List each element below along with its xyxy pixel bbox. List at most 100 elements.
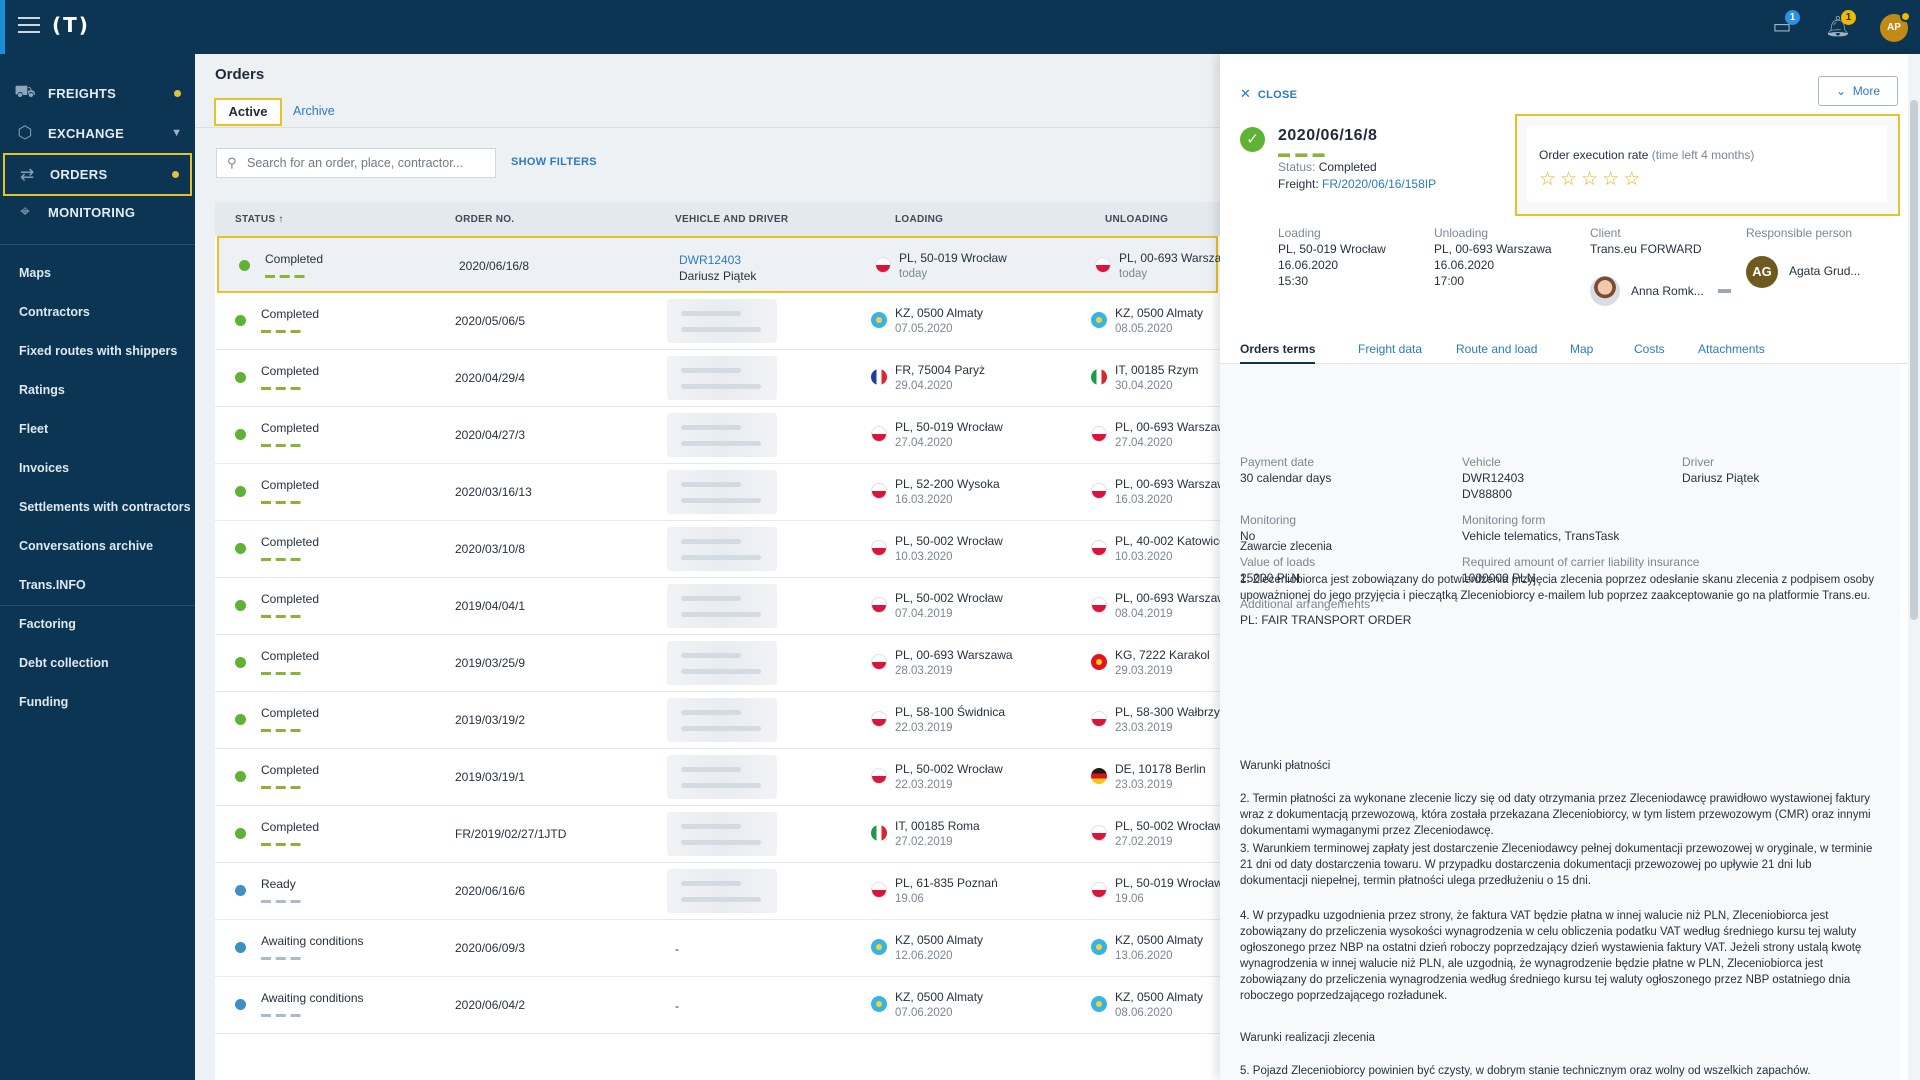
tab-freight-data[interactable]: Freight data [1358, 342, 1423, 356]
field-value: No [1240, 529, 1256, 543]
star-icon[interactable]: ☆ [1560, 169, 1582, 190]
status-text: Completed [261, 820, 320, 834]
star-icon[interactable]: ☆ [1539, 169, 1561, 190]
star-icon[interactable]: ☆ [1602, 169, 1624, 190]
nav-monitoring[interactable]: ⌖ MONITORING [0, 193, 195, 231]
sidebar-item-fleet[interactable]: Fleet [19, 422, 49, 436]
sidebar-item-debt-collection[interactable]: Debt collection [19, 656, 109, 670]
vehicle-empty: - [675, 942, 679, 956]
show-filters-button[interactable]: SHOW FILTERS [511, 156, 597, 168]
nav-orders[interactable]: ⇄ ORDERS [3, 153, 192, 196]
tab-route-and-load[interactable]: Route and load [1456, 342, 1538, 356]
table-row[interactable]: Awaiting conditions ▬ ▬ ▬ 2020/06/04/2 - KZ,… [215, 977, 1220, 1034]
sidebar-item-factoring[interactable]: Factoring [19, 617, 76, 631]
client-name: Trans.eu FORWARD [1590, 242, 1702, 256]
order-detail-panel: ✕ CLOSE ⌄ More ✓ 2020/06/16/8 ▬ ▬ ▬ Stat… [1220, 54, 1920, 1080]
hamburger-icon[interactable] [18, 17, 40, 35]
responsible-label: Responsible person [1746, 226, 1853, 240]
tabs-divider [195, 127, 1220, 128]
column-status[interactable]: STATUS ↑ [235, 214, 284, 225]
tab-active[interactable]: Active [214, 98, 282, 126]
scrollbar-thumb[interactable] [1910, 100, 1918, 620]
rating-title-text: Order execution rate [1539, 148, 1649, 162]
rating-stars: ☆☆☆☆☆ [1539, 168, 1644, 191]
terms-paragraph: Warunki płatności [1240, 760, 1331, 772]
column-vehicle[interactable]: VEHICLE AND DRIVER [675, 214, 789, 225]
pl-flag-icon [871, 597, 887, 613]
unloading-date: 08.06.2020 [1115, 1007, 1173, 1019]
table-row[interactable]: Completed ▬ ▬ ▬ 2020/06/16/8 DWR12403 Darius… [217, 236, 1220, 293]
progress-dashes: ▬ ▬ ▬ [261, 724, 302, 735]
freight-link[interactable]: FR/2020/06/16/158IP [1322, 177, 1437, 191]
detail-client: Client Trans.eu FORWARD [1590, 225, 1702, 257]
table-row[interactable]: Completed ▬ ▬ ▬ 2020/03/10/8 PL, 50-002 Wro… [215, 521, 1220, 578]
loading-place: IT, 00185 Roma 27.02.2019 [895, 818, 980, 850]
panel-scrollbar[interactable] [1908, 54, 1920, 1080]
unloading-city: KZ, 0500 Almaty [1115, 306, 1204, 320]
star-icon[interactable]: ☆ [1581, 169, 1603, 190]
tab-orders-terms[interactable]: Orders terms [1240, 342, 1316, 364]
loading-city: PL, 52-200 Wysoka [895, 477, 1000, 491]
tab-map[interactable]: Map [1570, 342, 1594, 356]
search-input[interactable] [247, 153, 487, 173]
pl-flag-icon [875, 257, 891, 273]
unloading-date: 19.06 [1115, 893, 1144, 905]
column-order-no[interactable]: ORDER NO. [455, 214, 515, 225]
search-box: ⚲ [216, 148, 496, 178]
unloading-place: KG, 7222 Karakol 29.03.2019 [1115, 647, 1210, 679]
user-avatar-initials: AP [1887, 22, 1901, 33]
sidebar-item-funding[interactable]: Funding [19, 695, 69, 709]
chat-bubble-icon[interactable]: ▬ [1718, 281, 1731, 296]
close-button[interactable]: ✕ CLOSE [1240, 86, 1297, 102]
table-row[interactable]: Completed ▬ ▬ ▬ 2019/03/19/1 PL, 50-002 Wro… [215, 749, 1220, 806]
chat-bubble-icon[interactable]: ▭ 1 [1768, 10, 1800, 42]
order-number: 2020/06/04/2 [455, 998, 526, 1012]
nav-exchange[interactable]: ⬡ EXCHANGE ▼ [0, 114, 195, 152]
column-unloading[interactable]: UNLOADING [1105, 214, 1169, 225]
client-contact[interactable]: Anna Romk... ▬ [1590, 276, 1750, 306]
table-row[interactable]: Completed ▬ ▬ ▬ 2020/03/16/13 PL, 52-200 Wy… [215, 464, 1220, 521]
tab-attachments[interactable]: Attachments [1698, 342, 1765, 356]
table-row[interactable]: Completed ▬ ▬ ▬ 2020/04/27/3 PL, 50-019 Wro… [215, 407, 1220, 464]
star-icon[interactable]: ☆ [1623, 169, 1645, 190]
responsible-person[interactable]: AG Agata Grud... [1746, 256, 1896, 288]
pl-flag-icon [1091, 426, 1107, 442]
sidebar-item-maps[interactable]: Maps [19, 266, 51, 280]
table-row[interactable]: Completed ▬ ▬ ▬ 2019/03/19/2 PL, 58-100 Świ… [215, 692, 1220, 749]
unloading-place: PL, 00-693 Warszawa 27.04.2020 [1115, 419, 1220, 451]
user-avatar[interactable]: AP [1880, 11, 1911, 42]
app-logo[interactable]: (T) [52, 13, 90, 37]
table-row[interactable]: Completed ▬ ▬ ▬ 2019/03/25/9 PL, 00-693 War… [215, 635, 1220, 692]
progress-dashes: ▬ ▬ ▬ [261, 496, 302, 507]
vehicle-link[interactable]: DWR12403 [679, 253, 742, 267]
nav-freights[interactable]: ⛟ FREIGHTS [0, 74, 195, 112]
sidebar-item-conversations-archive[interactable]: Conversations archive [19, 539, 154, 553]
table-row[interactable]: Completed ▬ ▬ ▬ FR/2019/02/27/1JTD IT, 0018… [215, 806, 1220, 863]
field-value: DWR12403 [1462, 471, 1525, 485]
unloading-city: PL, 50-019 Wrocław [1115, 876, 1220, 890]
table-row[interactable]: Completed ▬ ▬ ▬ 2019/04/04/1 PL, 50-002 Wro… [215, 578, 1220, 635]
tab-archive[interactable]: Archive [293, 104, 335, 118]
table-row[interactable]: Completed ▬ ▬ ▬ 2020/04/29/4 FR, 75004 Pary… [215, 350, 1220, 407]
loading-date: 19.06 [895, 893, 924, 905]
table-row[interactable]: Awaiting conditions ▬ ▬ ▬ 2020/06/09/3 - KZ,… [215, 920, 1220, 977]
bell-icon[interactable]: 🔔︎ 1 [1824, 10, 1856, 42]
table-row[interactable]: Ready ▬ ▬ ▬ 2020/06/16/6 PL, 61-835 Poznań 1… [215, 863, 1220, 920]
tab-costs[interactable]: Costs [1634, 342, 1665, 356]
page-title: Orders [215, 66, 265, 83]
sidebar-item-fixed-routes[interactable]: Fixed routes with shippers [19, 344, 178, 358]
sidebar-item-invoices[interactable]: Invoices [19, 461, 70, 475]
unloading-place: KZ, 0500 Almaty 13.06.2020 [1115, 932, 1203, 964]
field-label: Monitoring form [1462, 513, 1546, 527]
progress-dashes: ▬ ▬ ▬ [261, 667, 302, 678]
table-row[interactable]: Completed ▬ ▬ ▬ 2020/05/06/5 KZ, 0500 Almat… [215, 293, 1220, 350]
column-loading[interactable]: LOADING [895, 214, 944, 225]
sidebar-item-contractors[interactable]: Contractors [19, 305, 90, 319]
sidebar-item-ratings[interactable]: Ratings [19, 383, 65, 397]
sidebar-item-trans-info[interactable]: Trans.INFO [19, 578, 86, 592]
progress-dashes: ▬ ▬ ▬ [261, 895, 302, 906]
order-number: 2019/03/25/9 [455, 656, 526, 670]
more-button[interactable]: ⌄ More [1818, 76, 1898, 106]
sidebar-item-settlements[interactable]: Settlements with contractors [19, 500, 191, 514]
progress-dashes: ▬ ▬ ▬ [261, 838, 302, 849]
